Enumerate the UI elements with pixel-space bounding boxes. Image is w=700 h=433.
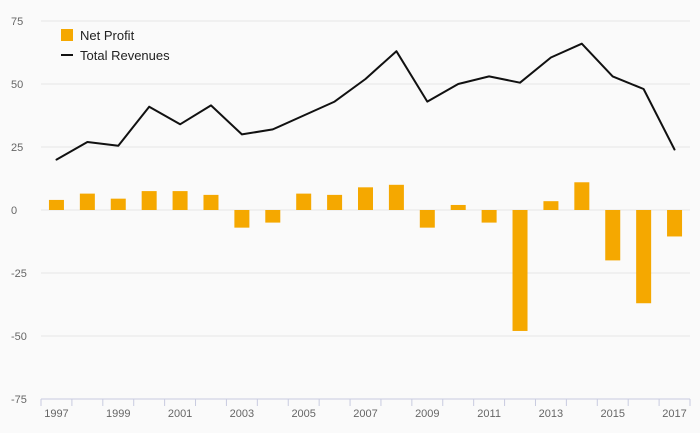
total-revenues-point[interactable] [642, 87, 646, 91]
legend-swatch-net-profit [61, 29, 73, 41]
total-revenues-point[interactable] [611, 74, 615, 78]
net-profit-bar[interactable] [203, 194, 219, 210]
legend-label-net-profit: Net Profit [80, 28, 135, 43]
y-tick-label: 0 [11, 205, 17, 217]
total-revenues-point[interactable] [456, 82, 460, 86]
legend-label-total-revenues: Total Revenues [80, 48, 170, 63]
net-profit-bar[interactable] [574, 182, 590, 210]
net-profit-bar[interactable] [48, 199, 64, 210]
y-tick-label: -25 [11, 268, 27, 280]
total-revenues-point[interactable] [85, 140, 89, 144]
total-revenues-point[interactable] [54, 158, 58, 162]
total-revenues-point[interactable] [302, 114, 306, 118]
net-profit-bar[interactable] [512, 210, 528, 331]
total-revenues-point[interactable] [178, 122, 182, 126]
y-tick-label: 25 [11, 142, 23, 154]
total-revenues-point[interactable] [487, 74, 491, 78]
net-profit-bar[interactable] [481, 210, 497, 223]
x-tick-label: 2013 [539, 408, 563, 420]
total-revenues-point[interactable] [240, 132, 244, 136]
net-profit-bar[interactable] [327, 194, 343, 210]
net-profit-bar[interactable] [388, 184, 404, 210]
x-tick-label: 2009 [415, 408, 439, 420]
total-revenues-line[interactable] [55, 42, 676, 161]
x-axis: 1997 1999 2001 2003 2005 2007 2009 2011 2013 2015… [40, 398, 691, 420]
net-profit-bar[interactable] [450, 204, 466, 210]
legend-item-total-revenues[interactable]: Total Revenues [61, 48, 170, 63]
net-profit-bar[interactable] [296, 193, 312, 210]
net-profit-bar[interactable] [419, 210, 435, 228]
net-profit-bars [48, 182, 683, 331]
net-profit-bar[interactable] [636, 210, 652, 304]
legend-item-net-profit[interactable]: Net Profit [61, 28, 135, 43]
net-profit-bar[interactable] [141, 191, 157, 210]
grid-lines [41, 20, 690, 337]
y-tick-label: 50 [11, 79, 23, 91]
x-tick-label: 2007 [353, 408, 377, 420]
x-tick-label: 2005 [291, 408, 315, 420]
y-tick-label: -50 [11, 331, 27, 343]
total-revenues-point[interactable] [147, 105, 151, 109]
total-revenues-point[interactable] [394, 49, 398, 53]
net-profit-bar[interactable] [265, 210, 281, 223]
x-tick-label: 1997 [44, 408, 68, 420]
total-revenues-point[interactable] [673, 148, 677, 152]
y-tick-label: -75 [11, 394, 27, 406]
total-revenues-point[interactable] [333, 100, 337, 104]
y-tick-label: 75 [11, 16, 23, 28]
x-tick-label: 2001 [168, 408, 192, 420]
net-profit-bar[interactable] [605, 210, 621, 261]
y-axis: 75 50 25 0 -25 -50 -75 [11, 16, 27, 406]
x-tick-label: 2003 [230, 408, 254, 420]
total-revenues-point[interactable] [116, 144, 120, 148]
net-profit-bar[interactable] [172, 191, 188, 210]
total-revenues-point[interactable] [518, 81, 522, 85]
x-tick-label: 1999 [106, 408, 130, 420]
total-revenues-point[interactable] [549, 56, 553, 60]
total-revenues-line-group [54, 42, 677, 162]
total-revenues-point[interactable] [364, 77, 368, 81]
net-profit-bar[interactable] [543, 201, 559, 210]
net-profit-bar[interactable] [667, 210, 683, 237]
total-revenues-point[interactable] [425, 100, 429, 104]
net-profit-bar[interactable] [234, 210, 250, 228]
x-tick-label: 2015 [600, 408, 624, 420]
net-profit-bar[interactable] [110, 198, 126, 210]
x-tick-label: 2011 [477, 408, 501, 420]
x-tick-label: 2017 [662, 408, 686, 420]
net-profit-bar[interactable] [358, 187, 373, 210]
legend[interactable]: Net Profit Total Revenues [61, 28, 170, 63]
total-revenues-point[interactable] [580, 42, 584, 46]
total-revenues-point[interactable] [209, 103, 213, 107]
net-profit-bar[interactable] [79, 193, 95, 210]
total-revenues-point[interactable] [271, 127, 275, 131]
